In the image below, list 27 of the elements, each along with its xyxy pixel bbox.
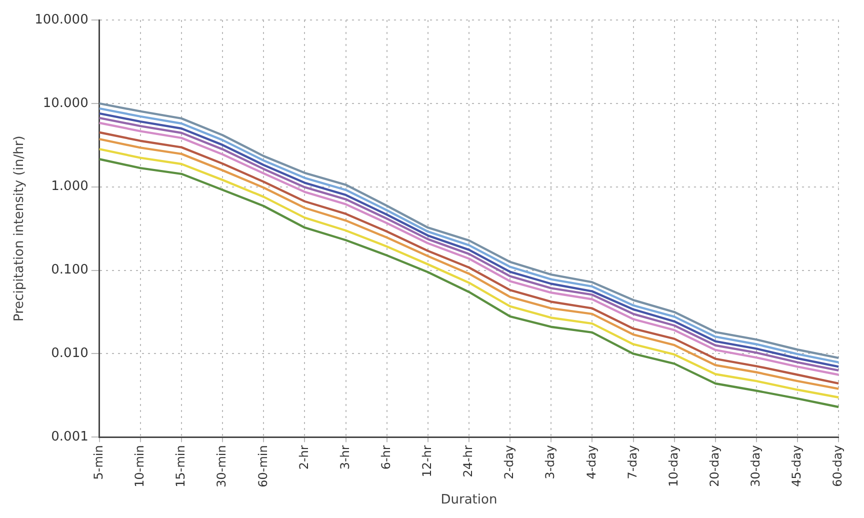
y-tick-label: 0.100 xyxy=(51,262,88,278)
x-tick-label: 5-min xyxy=(91,445,106,480)
y-tick-label: 0.001 xyxy=(51,430,88,445)
x-tick-label: 10-day xyxy=(666,445,680,487)
x-tick-label: 30-day xyxy=(748,445,763,487)
y-tick-label: 1.000 xyxy=(51,179,88,194)
x-tick-label: 2-hr xyxy=(296,445,311,470)
y-tick-label: 100.000 xyxy=(34,12,88,28)
x-tick-label: 10-min xyxy=(132,445,147,488)
x-tick-label: 24-hr xyxy=(461,445,476,478)
x-tick-label: 2-day xyxy=(502,445,516,480)
x-tick-label: 20-day xyxy=(708,445,722,487)
y-tick-label: 10.000 xyxy=(42,96,88,111)
x-tick-label: 45-day xyxy=(790,445,804,487)
x-tick-label: 6-hr xyxy=(378,445,393,470)
x-tick-label: 15-min xyxy=(174,445,188,488)
y-axis-title: Precipitation intensity (in/hr) xyxy=(12,136,28,322)
x-tick-label: 30-min xyxy=(214,445,229,488)
x-tick-label: 3-hr xyxy=(338,445,352,470)
x-tick-label: 4-day xyxy=(584,445,598,480)
y-tick-label: 0.010 xyxy=(51,346,88,362)
x-tick-label: 60-min xyxy=(256,445,270,488)
x-tick-label: 3-day xyxy=(543,445,558,480)
x-tick-label: 60-day xyxy=(830,445,845,487)
x-axis-title: Duration xyxy=(440,492,498,508)
x-tick-label: 12-hr xyxy=(420,445,434,478)
x-tick-label: 7-day xyxy=(625,445,640,480)
